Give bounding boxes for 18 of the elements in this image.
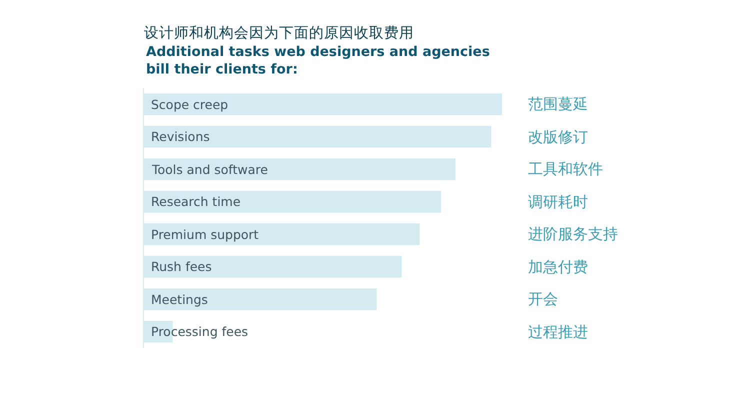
text: 过程推进 (528, 323, 588, 341)
y-tick-label: Rush fees (151, 259, 212, 274)
y-tick-label: Premium support (151, 227, 259, 242)
y-tick-label: Revisions (151, 129, 210, 144)
y-tick-label: Processing fees (151, 324, 248, 339)
y-tick-label: Tools and software (151, 162, 268, 177)
text: 调研耗时 (528, 193, 588, 211)
text: 加急付费 (528, 258, 588, 276)
chart-subtitle: Additional tasks web designers and agencies bill their clients for: (146, 44, 490, 78)
text: 范围蔓延 (528, 95, 588, 113)
text: 开会 (528, 290, 558, 308)
text: 进阶服务支持 (528, 225, 618, 243)
y-tick-label: Meetings (151, 292, 208, 307)
text: 改版修订 (528, 128, 588, 146)
y-tick-label: Research time (151, 194, 241, 209)
y-tick-label: Scope creep (151, 97, 228, 112)
text: 工具和软件 (528, 160, 603, 178)
chart-title: 设计师和机构会因为下面的原因收取费用 (144, 24, 414, 42)
